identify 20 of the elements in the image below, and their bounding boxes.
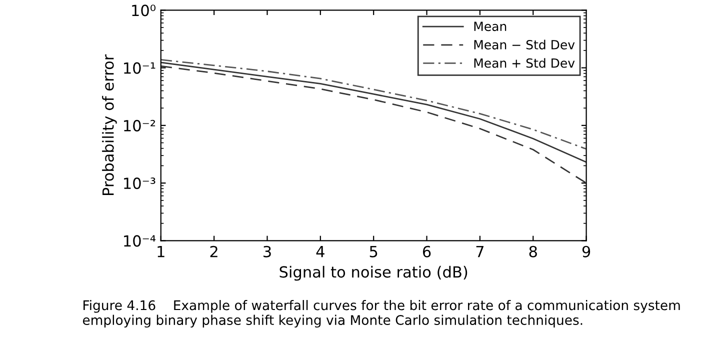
x-tick-label: 6 (422, 246, 431, 258)
x-tick-label: 2 (210, 246, 218, 258)
x-tick-label: 1 (158, 246, 164, 258)
x-tick-label: 7 (476, 246, 484, 258)
x-tick-label: 8 (529, 246, 537, 258)
y-tick-label: 10⁻³ (124, 178, 156, 190)
legend-label: Mean (474, 22, 506, 32)
caption: Figure 4.16 Example of waterfall curves for the bit error rate of a communication system employing binary phase shift keying via Monte Carlo simulation techniques. (82, 300, 680, 328)
x-tick-label: 5 (370, 246, 378, 258)
y-axis-title: Probability of error (102, 54, 117, 196)
x-tick-label: 4 (316, 246, 324, 258)
y-tick-label: 10⁰ (132, 4, 156, 16)
legend-label: Mean − Std Dev (474, 40, 575, 50)
x-tick-label: 9 (582, 246, 590, 258)
y-tick-label: 10⁻² (124, 120, 156, 132)
y-tick-label: 10⁻⁴ (124, 235, 156, 247)
y-tick-label: 10⁻¹ (124, 62, 156, 74)
legend-label: Mean + Std Dev (474, 58, 575, 68)
x-tick-label: 3 (264, 246, 271, 258)
x-axis-title: Signal to noise ratio (dB) (280, 266, 468, 281)
